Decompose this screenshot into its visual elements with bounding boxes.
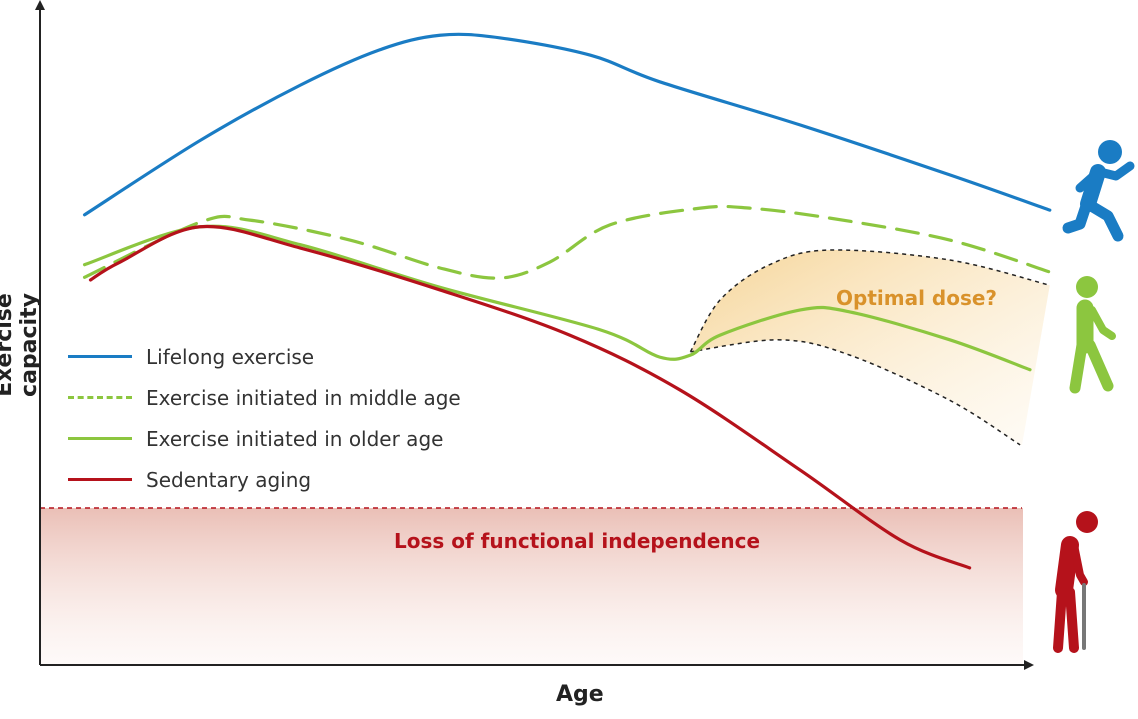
series-sedentary xyxy=(88,224,972,570)
legend-item: Lifelong exercise xyxy=(68,336,461,377)
optimal-dose-label: Optimal dose? xyxy=(836,286,998,310)
legend-swatch-older-age xyxy=(68,437,132,440)
legend-swatch-lifelong xyxy=(68,355,132,358)
functional-loss-zone xyxy=(41,508,1023,664)
elderly-person-with-cane-icon xyxy=(1053,511,1098,653)
band-lower-bound xyxy=(690,339,1021,446)
legend: Lifelong exercise Exercise initiated in … xyxy=(68,336,461,500)
optimal-dose-band xyxy=(690,249,1050,445)
legend-label: Exercise initiated in older age xyxy=(146,426,444,451)
threshold-label: Loss of functional independence xyxy=(394,529,761,553)
series-lifelong-exercise xyxy=(82,32,1052,217)
band-upper-bound xyxy=(689,249,1050,353)
axes xyxy=(35,0,1034,670)
legend-label: Lifelong exercise xyxy=(146,344,315,369)
x-axis-label: Age xyxy=(556,682,604,707)
legend-label: Exercise initiated in middle age xyxy=(146,385,461,410)
legend-item: Exercise initiated in middle age xyxy=(68,377,461,418)
legend-item: Exercise initiated in older age xyxy=(68,418,461,459)
legend-label: Sedentary aging xyxy=(146,467,312,492)
x-axis-arrow xyxy=(1024,660,1034,670)
legend-swatch-sedentary xyxy=(68,478,132,481)
y-axis-label: Exercise capacity xyxy=(0,293,42,397)
running-person-icon xyxy=(1062,140,1135,242)
walking-person-icon xyxy=(1069,276,1116,394)
y-axis-arrow xyxy=(35,0,45,10)
series-middle-age xyxy=(82,204,1052,280)
legend-swatch-middle-age xyxy=(68,396,132,399)
legend-item: Sedentary aging xyxy=(68,459,461,500)
series-older-age xyxy=(82,224,1032,372)
